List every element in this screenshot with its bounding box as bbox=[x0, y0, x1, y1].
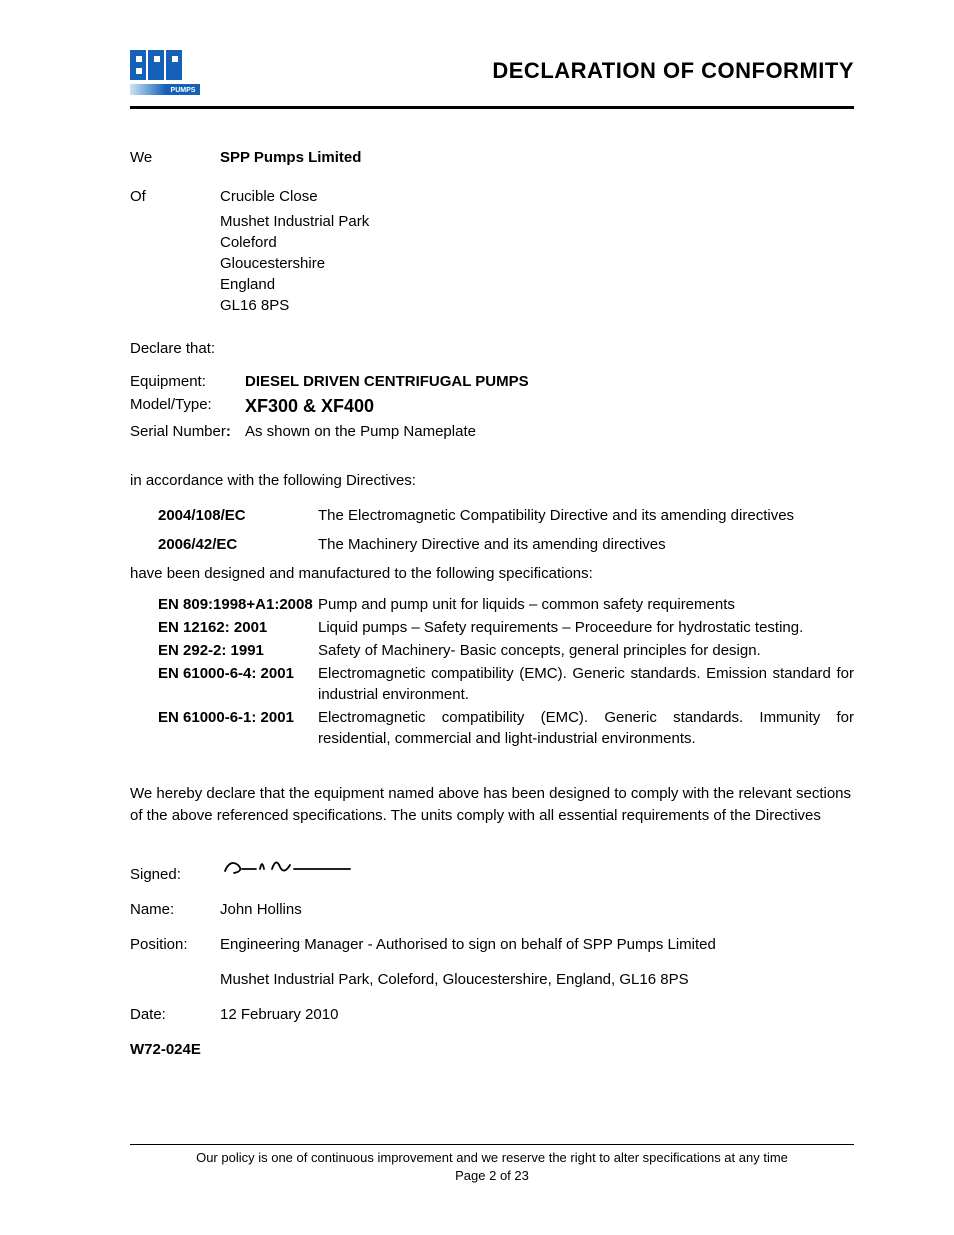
sig-address-row: Mushet Industrial Park, Coleford, Glouce… bbox=[130, 969, 854, 990]
date-label: Date: bbox=[130, 1004, 220, 1025]
name-value: John Hollins bbox=[220, 899, 854, 920]
position-row: Position: Engineering Manager - Authoris… bbox=[130, 934, 854, 955]
header: PUMPS DECLARATION OF CONFORMITY bbox=[130, 50, 854, 100]
directive-desc: The Machinery Directive and its amending… bbox=[318, 534, 854, 555]
directive-row: 2004/108/EC The Electromagnetic Compatib… bbox=[158, 505, 854, 526]
spp-logo: PUMPS bbox=[130, 50, 200, 100]
position-label: Position: bbox=[130, 934, 220, 955]
directive-row: 2006/42/EC The Machinery Directive and i… bbox=[158, 534, 854, 555]
sig-address-value: Mushet Industrial Park, Coleford, Glouce… bbox=[220, 969, 854, 990]
we-label: We bbox=[130, 147, 220, 168]
declare-label: Declare that: bbox=[130, 338, 854, 359]
of-label: Of bbox=[130, 186, 220, 207]
company-name: SPP Pumps Limited bbox=[220, 147, 854, 168]
address-line: England bbox=[220, 274, 854, 295]
directive-desc: The Electromagnetic Compatibility Direct… bbox=[318, 505, 854, 526]
logo-pumps-text: PUMPS bbox=[171, 87, 196, 94]
directive-code: 2004/108/EC bbox=[158, 505, 318, 526]
address-line: Mushet Industrial Park bbox=[220, 211, 854, 232]
signed-row: Signed: bbox=[130, 851, 854, 885]
position-value: Engineering Manager - Authorised to sign… bbox=[220, 934, 854, 955]
document-title: DECLARATION OF CONFORMITY bbox=[492, 50, 854, 87]
signature-image bbox=[220, 851, 854, 885]
footer-page: Page 2 of 23 bbox=[130, 1167, 854, 1185]
spec-row: EN 12162: 2001 Liquid pumps – Safety req… bbox=[158, 617, 854, 638]
date-row: Date: 12 February 2010 bbox=[130, 1004, 854, 1025]
directives-intro: in accordance with the following Directi… bbox=[130, 470, 854, 491]
equipment-row: Equipment: DIESEL DRIVEN CENTRIFUGAL PUM… bbox=[130, 371, 854, 392]
declaration-paragraph: We hereby declare that the equipment nam… bbox=[130, 783, 854, 827]
address-line: Gloucestershire bbox=[220, 253, 854, 274]
document-reference: W72-024E bbox=[130, 1039, 854, 1060]
date-value: 12 February 2010 bbox=[220, 1004, 854, 1025]
footer: Our policy is one of continuous improvem… bbox=[130, 1144, 854, 1185]
spec-row: EN 292-2: 1991 Safety of Machinery- Basi… bbox=[158, 640, 854, 661]
spec-code: EN 12162: 2001 bbox=[158, 617, 318, 638]
spec-desc: Electromagnetic compatibility (EMC). Gen… bbox=[318, 663, 854, 705]
model-value: XF300 & XF400 bbox=[245, 394, 854, 419]
spec-row: EN 809:1998+A1:2008 Pump and pump unit f… bbox=[158, 594, 854, 615]
spec-desc: Pump and pump unit for liquids – common … bbox=[318, 594, 854, 615]
name-row: Name: John Hollins bbox=[130, 899, 854, 920]
model-label: Model/Type: bbox=[130, 394, 245, 419]
spec-row: EN 61000-6-1: 2001 Electromagnetic compa… bbox=[158, 707, 854, 749]
company-we-row: We SPP Pumps Limited bbox=[130, 147, 854, 168]
header-rule bbox=[130, 106, 854, 109]
spec-desc: Safety of Machinery- Basic concepts, gen… bbox=[318, 640, 854, 661]
serial-label: Serial Number: bbox=[130, 421, 245, 442]
equipment-label: Equipment: bbox=[130, 371, 245, 392]
directive-code: 2006/42/EC bbox=[158, 534, 318, 555]
address-line: GL16 8PS bbox=[220, 295, 854, 316]
name-label: Name: bbox=[130, 899, 220, 920]
model-row: Model/Type: XF300 & XF400 bbox=[130, 394, 854, 419]
footer-policy: Our policy is one of continuous improvem… bbox=[130, 1149, 854, 1167]
spec-code: EN 61000-6-4: 2001 bbox=[158, 663, 318, 705]
spec-code: EN 61000-6-1: 2001 bbox=[158, 707, 318, 749]
equipment-value: DIESEL DRIVEN CENTRIFUGAL PUMPS bbox=[245, 371, 854, 392]
spec-desc: Electromagnetic compatibility (EMC). Gen… bbox=[318, 707, 854, 749]
serial-value: As shown on the Pump Nameplate bbox=[245, 421, 854, 442]
spec-code: EN 809:1998+A1:2008 bbox=[158, 594, 318, 615]
logo-svg: PUMPS bbox=[130, 50, 200, 100]
address-line: Crucible Close bbox=[220, 186, 854, 207]
serial-row: Serial Number: As shown on the Pump Name… bbox=[130, 421, 854, 442]
spec-desc: Liquid pumps – Safety requirements – Pro… bbox=[318, 617, 854, 638]
signed-label: Signed: bbox=[130, 864, 220, 885]
spec-row: EN 61000-6-4: 2001 Electromagnetic compa… bbox=[158, 663, 854, 705]
spec-code: EN 292-2: 1991 bbox=[158, 640, 318, 661]
address-block: Of Crucible Close Mushet Industrial Park… bbox=[130, 186, 854, 316]
designed-line: have been designed and manufactured to t… bbox=[130, 563, 854, 584]
address-line: Coleford bbox=[220, 232, 854, 253]
footer-rule bbox=[130, 1144, 854, 1145]
